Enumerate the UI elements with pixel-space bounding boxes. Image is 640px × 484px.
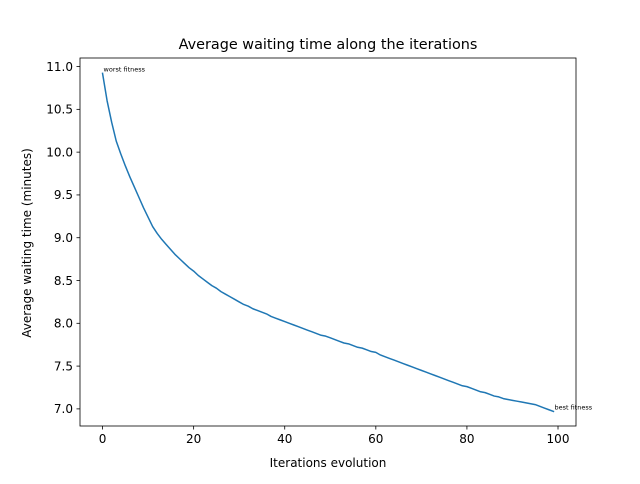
annotation-worst-fitness: worst fitness <box>104 65 146 73</box>
plot-frame <box>79 57 577 427</box>
y-tick-label: 10.0 <box>46 145 73 159</box>
annotation-best-fitness: best fitness <box>554 403 592 411</box>
chart-title: Average waiting time along the iteration… <box>179 37 478 53</box>
plot-area: 0 20 40 60 80 100 7.0 7.5 8.0 8.5 9.0 9.5 10.0 10.5 11… <box>46 57 593 446</box>
x-tick-label: 80 <box>459 432 474 446</box>
x-tick-label: 60 <box>368 432 383 446</box>
y-tick-label: 10.5 <box>46 103 73 117</box>
y-tick-label: 8.5 <box>54 274 73 288</box>
y-tick-label: 11.0 <box>46 60 73 74</box>
x-axis-label: Iterations evolution <box>270 456 387 470</box>
x-tick-label: 20 <box>186 432 201 446</box>
y-axis-label: Average waiting time (minutes) <box>20 148 34 338</box>
x-tick-label: 0 <box>99 432 107 446</box>
series-line <box>101 72 555 413</box>
x-tick-label: 40 <box>277 432 292 446</box>
y-tick-label: 8.0 <box>54 317 73 331</box>
y-tick-label: 9.5 <box>54 188 73 202</box>
x-tick-label: 100 <box>547 432 570 446</box>
y-tick-label: 7.0 <box>54 402 73 416</box>
y-tick-label: 7.5 <box>54 359 73 373</box>
y-tick-label: 9.0 <box>54 231 73 245</box>
